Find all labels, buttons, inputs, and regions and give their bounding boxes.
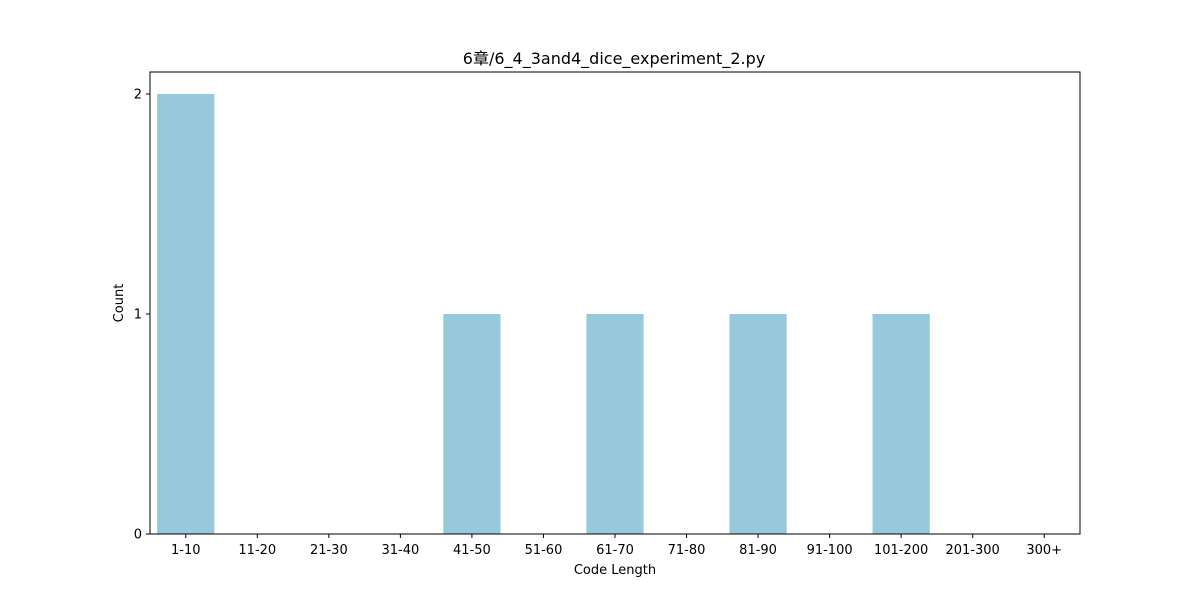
x-tick-label: 61-70 (596, 543, 634, 558)
y-tick-label: 1 (134, 308, 142, 323)
x-tick-label: 41-50 (453, 543, 491, 558)
x-tick-label: 31-40 (381, 543, 419, 558)
bar-61-70 (586, 314, 644, 534)
x-tick-label: 81-90 (739, 543, 777, 558)
bar-1-10 (157, 94, 215, 534)
x-tick-label: 51-60 (525, 543, 563, 558)
x-tick-label: 201-300 (946, 543, 1000, 558)
y-tick-label: 2 (134, 88, 142, 103)
y-axis-label: Count (112, 284, 127, 323)
x-tick-label: 11-20 (238, 543, 276, 558)
chart-title: 6章/6_4_3and4_dice_experiment_2.py (463, 49, 765, 69)
x-tick-label: 1-10 (171, 543, 201, 558)
bars-group (157, 94, 930, 534)
x-tick-label: 101-200 (874, 543, 928, 558)
bar-41-50 (443, 314, 501, 534)
x-tick-label: 91-100 (807, 543, 853, 558)
x-axis-ticks: 1-10 11-20 21-30 31-40 41-50 51-60 61-70 71-80 8… (171, 534, 1062, 558)
y-axis-ticks: 0 1 2 (134, 88, 150, 543)
y-tick-label: 0 (134, 528, 142, 543)
x-tick-label: 21-30 (310, 543, 348, 558)
x-axis-label: Code Length (574, 563, 656, 578)
bar-81-90 (729, 314, 787, 534)
x-tick-label: 300+ (1026, 543, 1062, 558)
x-tick-label: 71-80 (668, 543, 706, 558)
bar-101-200 (872, 314, 930, 534)
